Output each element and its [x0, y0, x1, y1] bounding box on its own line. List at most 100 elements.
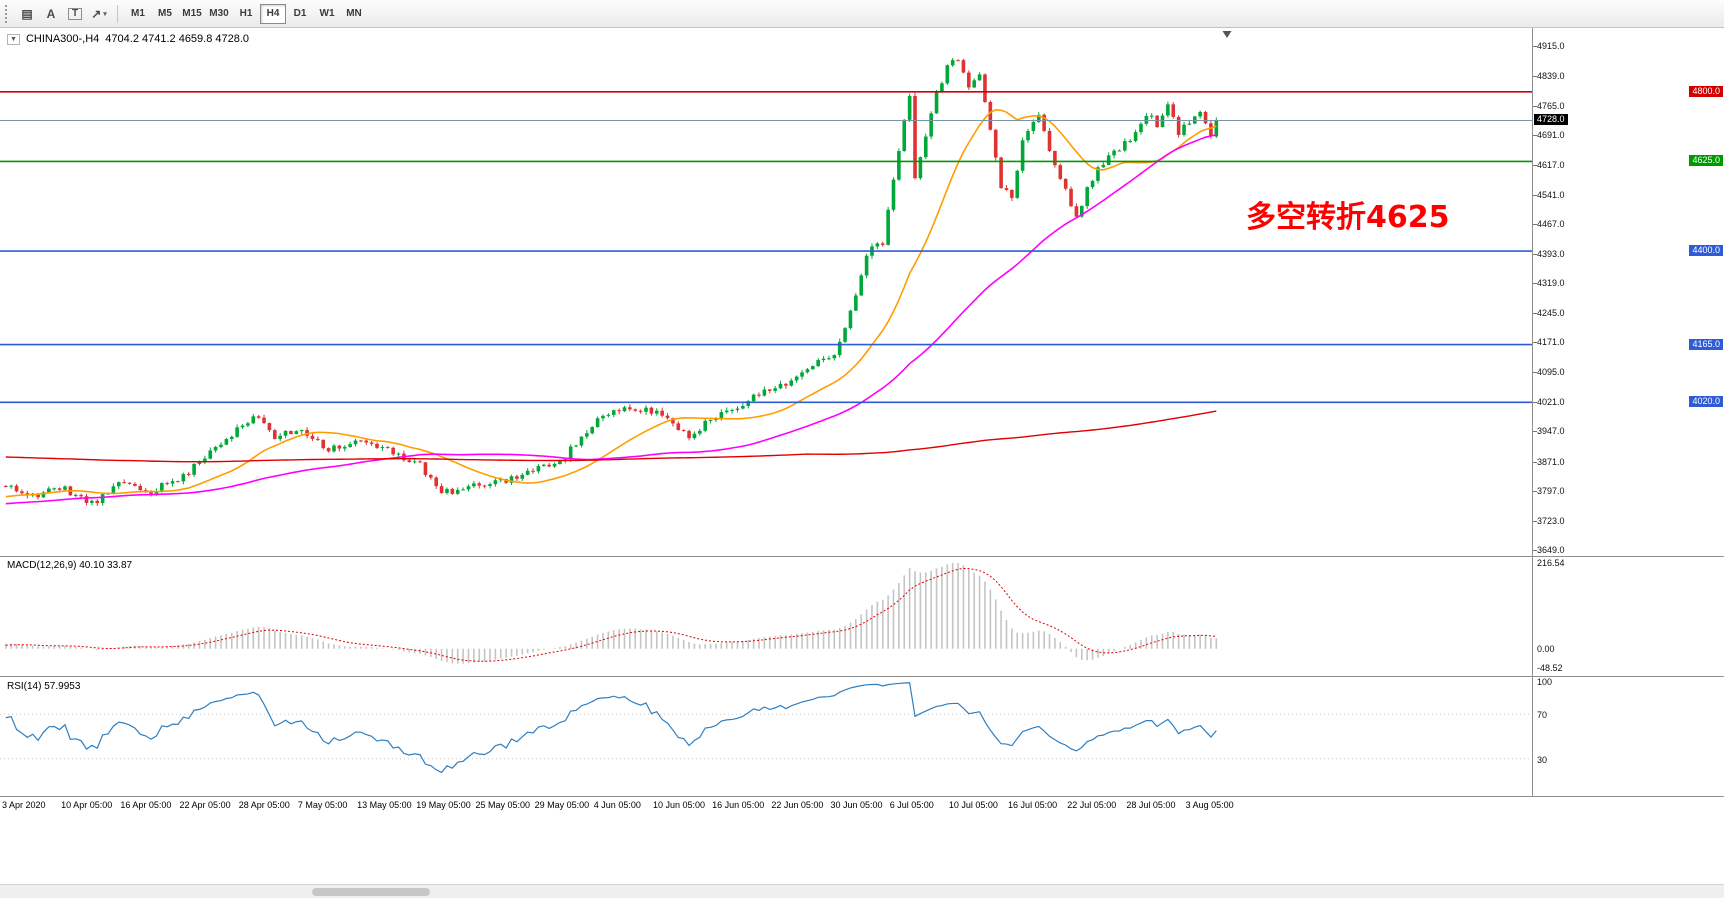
price-axis-label: 4839.0	[1537, 71, 1565, 82]
price-axis-tick	[1533, 76, 1537, 78]
axis-separator	[1532, 28, 1533, 796]
objects-menu-button[interactable]: ↗ ▾	[88, 4, 110, 24]
timeframe-button-H1[interactable]: H1	[239, 8, 253, 19]
time-axis-label: 29 May 05:00	[534, 800, 590, 810]
ma-fast-line	[5, 109, 1217, 498]
price-axis-tick	[1533, 194, 1537, 196]
text-tool-button[interactable]: T	[64, 4, 86, 24]
timeframe-button-M5[interactable]: M5	[158, 8, 172, 19]
price-axis-tick	[1533, 461, 1537, 463]
rsi-panel[interactable]	[0, 677, 1532, 796]
timeframe-button-M1[interactable]: M1	[131, 8, 145, 19]
timeframe-button-MN[interactable]: MN	[346, 8, 362, 19]
price-axis-tick	[1533, 253, 1537, 255]
tool-buttons-group: ▤ A T ↗ ▾	[16, 4, 110, 24]
rsi-label: RSI(14) 57.9953	[7, 681, 81, 692]
timeframe-button-D1[interactable]: D1	[293, 8, 307, 19]
text-tool-icon: T	[67, 7, 83, 20]
price-axis-label: 4319.0	[1537, 278, 1565, 289]
rsi-axis-label: 70	[1537, 710, 1548, 721]
price-axis-label: 3723.0	[1537, 515, 1565, 526]
time-axis-label: 28 Apr 05:00	[238, 800, 290, 810]
price-axis-tick	[1533, 372, 1537, 374]
rsi-axis-label: 100	[1537, 677, 1553, 687]
time-axis-label: 16 Jun 05:00	[712, 800, 765, 810]
timeframe-button-W1[interactable]: W1	[319, 8, 335, 19]
ma-mid-line	[5, 134, 1217, 505]
price-axis-label: 4245.0	[1537, 307, 1565, 318]
hline-badge-4020.0[interactable]: 4020.0	[1689, 396, 1723, 408]
chart-title: ▼ CHINA300-,H4 4704.2 4741.2 4659.8 4728…	[7, 33, 249, 45]
objects-menu-icon: ↗	[91, 6, 102, 21]
price-axis-tick	[1533, 550, 1537, 551]
price-axis-tick	[1533, 105, 1537, 107]
price-axis-tick	[1533, 491, 1537, 493]
price-axis-label: 4765.0	[1537, 100, 1565, 111]
time-axis-label: 19 May 05:00	[416, 800, 471, 810]
price-axis-tick	[1533, 520, 1537, 522]
toolbar-gripper[interactable]	[5, 4, 11, 23]
price-axis-label: 3871.0	[1537, 456, 1565, 467]
price-axis-tick	[1533, 224, 1537, 226]
macd-axis-label: 0.00	[1537, 643, 1555, 654]
price-axis-label: 4691.0	[1537, 130, 1565, 141]
hline-badge-4400.0[interactable]: 4400.0	[1689, 245, 1723, 257]
price-axis-tick	[1533, 431, 1537, 433]
price-axis-tick	[1533, 46, 1537, 47]
time-axis-label: 10 Jul 05:00	[948, 800, 998, 810]
price-axis-label: 4617.0	[1537, 159, 1565, 170]
caret-down-icon: ▾	[103, 10, 107, 18]
symbol-label: CHINA300-,H4	[25, 33, 100, 45]
ma-slow-line	[5, 410, 1217, 463]
time-axis-label: 30 Jun 05:00	[830, 800, 883, 810]
hline-badge-4165.0[interactable]: 4165.0	[1689, 338, 1723, 350]
hline-badge-4625.0[interactable]: 4625.0	[1689, 155, 1723, 167]
hline-badge-4800.0[interactable]: 4800.0	[1689, 85, 1723, 97]
time-axis-label: 3 Aug 05:00	[1185, 800, 1234, 810]
price-axis-label: 4021.0	[1537, 396, 1565, 407]
top-toolbar: ▤ A T ↗ ▾ M1 M5 M15 M30 H1 H4 D1 W1 MN	[0, 0, 1724, 28]
timeframe-button-H4[interactable]: H4	[260, 3, 286, 24]
price-axis-tick	[1533, 164, 1537, 166]
time-axis-label: 22 Jul 05:00	[1067, 800, 1117, 810]
macd-axis-label: -48.52	[1537, 663, 1563, 673]
time-axis-label: 7 May 05:00	[297, 800, 348, 810]
price-axis-label: 4171.0	[1537, 337, 1565, 348]
time-axis-label: 6 Jul 05:00	[889, 800, 934, 810]
shift-marker-icon[interactable]	[1222, 31, 1232, 38]
annotation-text[interactable]: 多空转折4625	[1246, 200, 1450, 235]
collapse-arrow-icon[interactable]: ▼	[7, 33, 20, 45]
scrollbar-thumb[interactable]	[312, 888, 430, 896]
panel-separator[interactable]	[0, 676, 1724, 677]
horizontal-scrollbar[interactable]	[0, 884, 1724, 898]
macd-panel[interactable]	[0, 557, 1532, 676]
chart-list-icon: ▤	[21, 6, 33, 21]
macd-axis-label: 216.54	[1537, 558, 1565, 568]
panel-separator	[0, 796, 1724, 797]
time-axis-label: 4 Jun 05:00	[593, 800, 641, 810]
candlestick-series	[4, 57, 1219, 506]
price-axis-tick	[1533, 342, 1537, 344]
price-axis-label: 4915.0	[1537, 41, 1565, 51]
price-axis-label: 4467.0	[1537, 219, 1565, 230]
time-axis-label: 16 Apr 05:00	[120, 800, 172, 810]
price-axis-tick	[1533, 401, 1537, 403]
timeframe-button-M30[interactable]: M30	[209, 8, 229, 19]
time-axis-label: 22 Jun 05:00	[771, 800, 824, 810]
time-axis-label: 28 Jul 05:00	[1126, 800, 1176, 810]
main-price-chart[interactable]	[0, 28, 1532, 556]
macd-label: MACD(12,26,9) 40.10 33.87	[7, 560, 133, 571]
price-axis-label: 3649.0	[1537, 545, 1565, 555]
time-axis-label: 10 Jun 05:00	[652, 800, 706, 810]
horizontal-lines[interactable]	[0, 90, 1532, 404]
arrow-tool-button[interactable]: A	[40, 4, 62, 24]
timeframe-button-M15[interactable]: M15	[182, 8, 202, 19]
time-axis-label: 25 May 05:00	[475, 800, 530, 810]
chart-list-button[interactable]: ▤	[16, 4, 38, 24]
toolbar-separator	[117, 4, 118, 23]
price-axis-label: 4541.0	[1537, 189, 1565, 200]
panel-separator[interactable]	[0, 556, 1724, 557]
rsi-axis-label: 30	[1537, 754, 1548, 765]
price-axis-label: 4393.0	[1537, 248, 1565, 259]
